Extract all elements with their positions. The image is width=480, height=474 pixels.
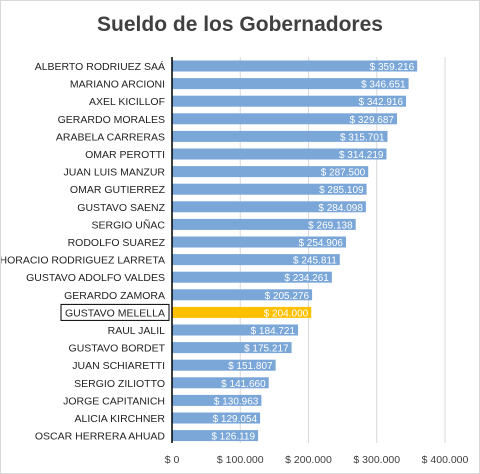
bar xyxy=(172,289,313,301)
bar xyxy=(172,254,340,266)
data-label: $ 129.054 xyxy=(213,414,258,425)
category-label: AXEL KICILLOF xyxy=(89,96,165,108)
x-tick-label: $ 200.000 xyxy=(285,454,332,466)
category-label: GUSTAVO ADOLFO VALDES xyxy=(26,272,165,284)
x-tick-label: $ 400.000 xyxy=(422,454,469,466)
data-label: $ 204.000 xyxy=(264,308,309,319)
bar xyxy=(172,359,276,371)
bar xyxy=(172,218,356,230)
category-label: JUAN SCHIARETTI xyxy=(72,360,165,372)
data-label: $ 359.216 xyxy=(370,62,415,73)
bar xyxy=(172,324,299,336)
data-label: $ 184.721 xyxy=(251,326,296,337)
bar xyxy=(172,183,367,195)
category-label: SERGIO UÑAC xyxy=(91,218,165,231)
category-label: OSCAR HERRERA AHUAD xyxy=(35,431,166,443)
category-label: HORACIO RODRIGUEZ LARRETA xyxy=(1,255,165,267)
data-label: $ 314.219 xyxy=(339,150,384,161)
category-label: OMAR PEROTTI xyxy=(85,149,165,161)
bar xyxy=(172,377,269,389)
category-label: GERARDO MORALES xyxy=(58,114,165,126)
chart-title: Sueldo de los Gobernadores xyxy=(97,13,383,36)
data-label: $ 287.500 xyxy=(321,168,366,179)
category-label: GUSTAVO SAENZ xyxy=(77,202,165,214)
category-label: GERARDO ZAMORA xyxy=(64,290,165,302)
bar xyxy=(172,412,261,424)
bar xyxy=(172,342,292,354)
data-label: $ 269.138 xyxy=(308,220,353,231)
bar xyxy=(172,166,369,178)
data-label: $ 315.701 xyxy=(340,132,385,143)
category-label: GUSTAVO BORDET xyxy=(69,343,166,355)
data-label: $ 141.660 xyxy=(221,379,266,390)
data-label: $ 284.098 xyxy=(318,203,363,214)
data-label: $ 329.687 xyxy=(350,115,395,126)
bar xyxy=(172,394,262,406)
bar xyxy=(172,130,388,142)
data-label: $ 126.119 xyxy=(211,432,255,443)
bar xyxy=(172,148,387,160)
x-tick-label: $ 100.000 xyxy=(217,454,264,466)
bar xyxy=(172,60,418,72)
bar xyxy=(172,430,259,442)
bar xyxy=(172,78,409,90)
x-tick-label: $ 300.000 xyxy=(353,454,400,466)
bar xyxy=(172,271,332,283)
category-label: GUSTAVO MELELLA xyxy=(65,307,165,319)
data-label: $ 245.811 xyxy=(293,256,337,267)
data-label: $ 175.217 xyxy=(244,344,289,355)
data-label: $ 130.963 xyxy=(214,396,259,407)
category-label: RAUL JALIL xyxy=(108,325,166,337)
category-label: JUAN LUIS MANZUR xyxy=(63,167,165,179)
x-tick-label: $ 0 xyxy=(165,454,180,466)
bar xyxy=(172,236,346,248)
bar xyxy=(172,201,366,213)
bar xyxy=(172,95,407,107)
category-label: OMAR GUTIERREZ xyxy=(70,184,166,196)
bar xyxy=(172,306,312,318)
category-label: JORGE CAPITANICH xyxy=(63,395,165,407)
category-label: ALICIA KIRCHNER xyxy=(75,413,166,425)
data-label: $ 205.276 xyxy=(265,291,310,302)
data-label: $ 342.916 xyxy=(359,97,404,108)
data-label: $ 346.651 xyxy=(361,80,406,91)
data-label: $ 234.261 xyxy=(284,273,329,284)
category-label: ARABELA CARRERAS xyxy=(56,131,165,143)
bar xyxy=(172,113,398,125)
category-label: RODOLFO SUAREZ xyxy=(68,237,166,249)
category-label: MARIANO ARCIONI xyxy=(70,79,165,91)
highlight-box xyxy=(60,303,170,321)
category-label: ALBERTO RODRIUEZ SAÁ xyxy=(35,60,165,73)
category-label: SERGIO ZILIOTTO xyxy=(74,378,165,390)
data-label: $ 151.807 xyxy=(228,361,273,372)
data-label: $ 254.906 xyxy=(298,238,343,249)
data-label: $ 285.109 xyxy=(319,185,364,196)
